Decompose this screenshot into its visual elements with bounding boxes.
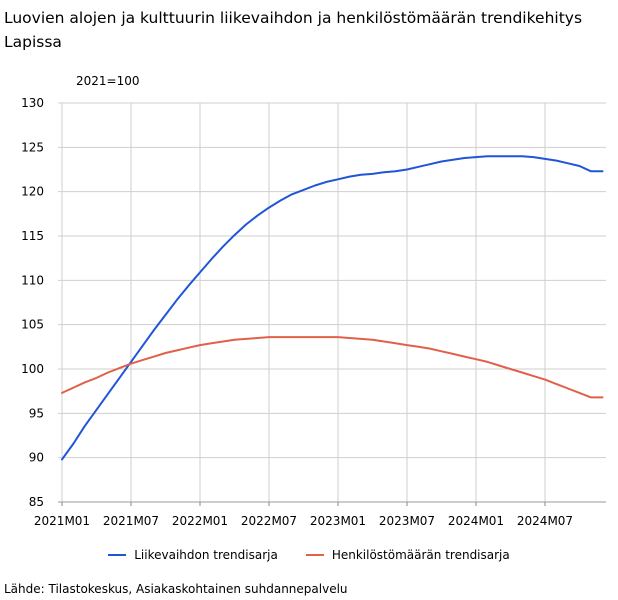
y-tick-label: 95: [29, 406, 44, 420]
x-tick-label: 2021M01: [34, 514, 90, 528]
legend-label-liikevaihto: Liikevaihdon trendisarja: [134, 548, 278, 562]
unit-label: 2021=100: [76, 74, 140, 88]
legend-swatch-liikevaihto: [108, 554, 127, 556]
x-tick-label: 2023M07: [379, 514, 435, 528]
x-tick-label: 2023M01: [310, 514, 366, 528]
source-note: Lähde: Tilastokeskus, Asiakaskohtainen s…: [4, 582, 348, 596]
y-tick-label: 125: [21, 140, 44, 154]
y-tick-label: 120: [21, 185, 44, 199]
y-tick-label: 85: [29, 495, 44, 509]
y-tick-label: 130: [21, 96, 44, 110]
y-tick-label: 115: [21, 229, 44, 243]
legend-item-liikevaihto: Liikevaihdon trendisarja: [108, 548, 278, 562]
chart-title: Luovien alojen ja kulttuurin liikevaihdo…: [4, 9, 583, 51]
y-tick-label: 110: [21, 273, 44, 287]
x-tick-label: 2022M07: [241, 514, 297, 528]
axis: 85 90 95 100 105 110 115 120 125 130 2021M01 2021M0…: [21, 96, 606, 528]
grid-lines: [58, 102, 606, 503]
y-tick-label: 105: [21, 318, 44, 332]
series-line-0: [61, 155, 604, 461]
legend-label-henkilosto: Henkilöstömäärän trendisarja: [331, 548, 510, 562]
x-tick-label: 2022M01: [172, 514, 228, 528]
x-tick-label: 2024M07: [517, 514, 573, 528]
series-line-1: [61, 336, 604, 399]
x-tick-label: 2021M07: [103, 514, 159, 528]
y-tick-label: 100: [21, 362, 44, 376]
legend-item-henkilosto: Henkilöstömäärän trendisarja: [305, 548, 510, 562]
line-chart: 85 90 95 100 105 110 115 120 125 130 2021M01 2021M0…: [21, 96, 606, 528]
y-tick-label: 90: [29, 451, 44, 465]
series-lines: [61, 155, 604, 461]
legend-swatch-henkilosto: [305, 554, 324, 556]
x-tick-label: 2024M01: [448, 514, 504, 528]
legend: Liikevaihdon trendisarja Henkilöstömäärä…: [0, 548, 618, 562]
